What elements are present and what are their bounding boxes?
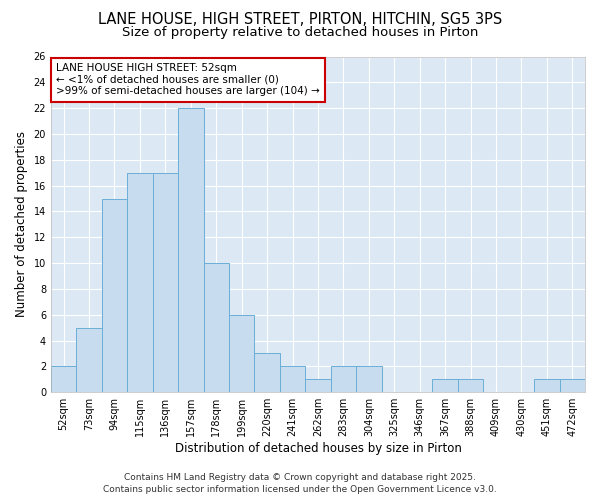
Bar [178,108,203,392]
Bar [305,380,331,392]
Bar [76,328,102,392]
Text: LANE HOUSE, HIGH STREET, PIRTON, HITCHIN, SG5 3PS: LANE HOUSE, HIGH STREET, PIRTON, HITCHIN… [98,12,502,28]
Bar [280,366,305,392]
Bar [560,380,585,392]
Bar [203,263,229,392]
Bar [102,198,127,392]
Bar [51,366,76,392]
Bar [534,380,560,392]
Text: Size of property relative to detached houses in Pirton: Size of property relative to detached ho… [122,26,478,39]
X-axis label: Distribution of detached houses by size in Pirton: Distribution of detached houses by size … [175,442,461,455]
Bar [254,354,280,392]
Text: Contains HM Land Registry data © Crown copyright and database right 2025.
Contai: Contains HM Land Registry data © Crown c… [103,472,497,494]
Bar [127,172,152,392]
Text: LANE HOUSE HIGH STREET: 52sqm
← <1% of detached houses are smaller (0)
>99% of s: LANE HOUSE HIGH STREET: 52sqm ← <1% of d… [56,63,320,96]
Bar [152,172,178,392]
Bar [356,366,382,392]
Bar [331,366,356,392]
Y-axis label: Number of detached properties: Number of detached properties [15,132,28,318]
Bar [458,380,483,392]
Bar [433,380,458,392]
Bar [229,314,254,392]
